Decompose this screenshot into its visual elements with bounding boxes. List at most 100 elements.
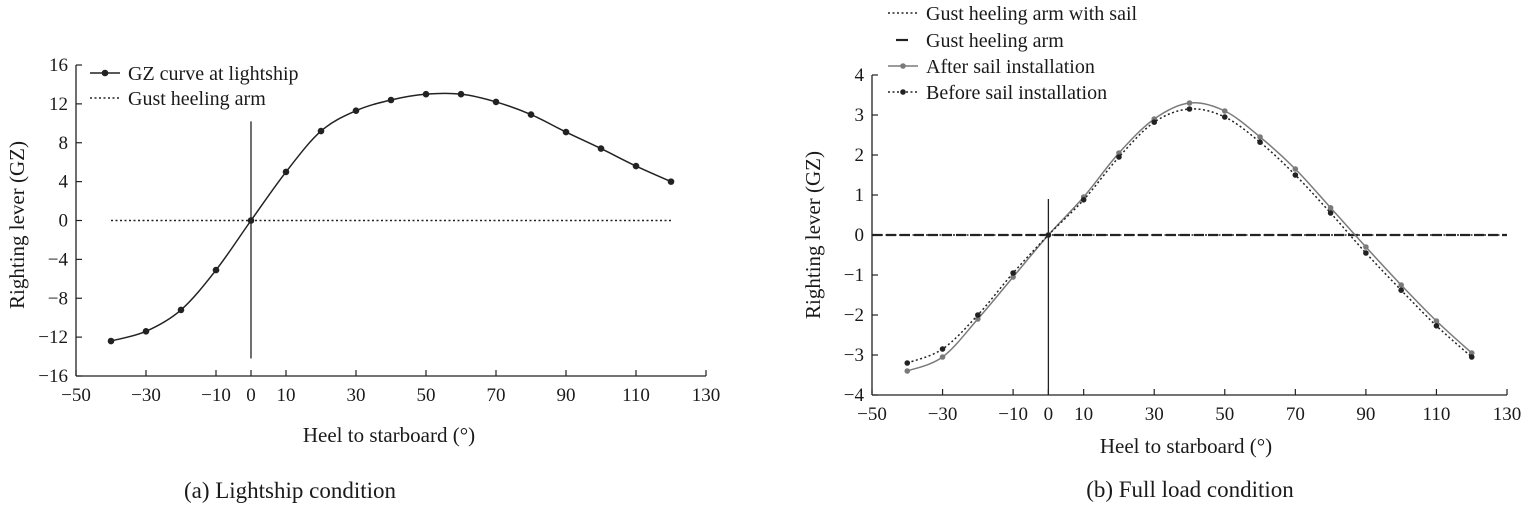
series-point — [1363, 250, 1369, 256]
y-axis-title: Righting lever (GZ) — [801, 151, 825, 319]
x-tick-label: 30 — [1145, 404, 1164, 425]
y-tick-label: 4 — [59, 172, 69, 193]
x-tick-label: 0 — [1044, 404, 1054, 425]
x-tick-label: 110 — [1423, 404, 1451, 425]
x-tick-label: 10 — [277, 385, 296, 406]
series-point — [904, 368, 911, 374]
x-tick-label: −30 — [928, 404, 958, 425]
series-point — [1433, 318, 1440, 324]
x-tick-label: −30 — [131, 385, 161, 406]
series-line — [110, 92, 672, 342]
series-point — [352, 107, 360, 114]
series-point — [1327, 205, 1334, 211]
y-tick-label: −4 — [844, 385, 865, 406]
legend-swatch-marker — [900, 89, 906, 95]
y-tick-label: −8 — [48, 288, 68, 309]
series-point — [939, 346, 946, 352]
y-tick-label: 1 — [855, 185, 865, 206]
x-tick-label: −50 — [857, 404, 887, 425]
series-point — [177, 306, 185, 314]
y-tick-label: 12 — [49, 94, 68, 115]
series-point — [1045, 232, 1052, 238]
series-point — [1292, 166, 1299, 172]
legend-label: Gust heeling arm with sail — [926, 3, 1138, 25]
series-point — [632, 162, 640, 170]
series-point — [1010, 274, 1016, 280]
x-tick-label: 50 — [417, 385, 436, 406]
series-point — [387, 96, 395, 104]
figure-caption: (a) Lightship condition — [184, 478, 397, 503]
series-point — [1433, 323, 1440, 329]
series-point — [527, 111, 535, 118]
x-tick-label: 130 — [1493, 404, 1522, 425]
y-tick-label: 0 — [59, 211, 69, 232]
figure-caption: (b) Full load condition — [1086, 477, 1294, 502]
x-tick-label: −10 — [998, 404, 1028, 425]
x-tick-label: 10 — [1074, 404, 1093, 425]
series-point — [492, 98, 500, 106]
y-tick-label: −4 — [48, 249, 69, 270]
y-tick-label: 3 — [855, 105, 865, 126]
y-tick-label: 8 — [59, 133, 69, 154]
x-axis-title: Heel to starboard (°) — [303, 423, 475, 447]
y-tick-label: 2 — [855, 145, 865, 166]
y-tick-label: −16 — [38, 366, 68, 387]
series-point — [317, 127, 325, 135]
x-tick-label: 90 — [1356, 404, 1375, 425]
chart-full-load: −50 −30 −10 0 10 30 50 70 90 110 130−4−3−2−101234H… — [801, 3, 1521, 502]
series-point — [1010, 270, 1016, 276]
legend-swatch-marker — [101, 69, 109, 77]
series-point — [1398, 282, 1404, 288]
x-tick-label: 30 — [347, 385, 366, 406]
x-tick-label: 50 — [1215, 404, 1234, 425]
series-point — [107, 337, 115, 345]
legend-swatch-marker — [900, 63, 906, 69]
series-point — [667, 178, 675, 185]
series-point — [1468, 354, 1475, 360]
y-tick-label: −2 — [844, 305, 864, 326]
legend-label: After sail installation — [926, 56, 1095, 78]
series-line — [907, 101, 1473, 372]
legend-label: GZ curve at lightship — [128, 63, 299, 85]
series-point — [562, 128, 570, 136]
series-point — [975, 316, 981, 322]
legend-label: Before sail installation — [926, 82, 1107, 104]
y-axis-title: Righting lever (GZ) — [5, 141, 29, 309]
y-tick-label: 4 — [855, 65, 865, 86]
series-point — [1186, 106, 1193, 112]
x-tick-label: 0 — [246, 385, 256, 406]
series-point — [1116, 154, 1122, 160]
y-tick-label: −3 — [844, 345, 864, 366]
x-axis-title: Heel to starboard (°) — [1100, 434, 1272, 458]
chart-lightship: −50 −30 −10 0 10 30 50 70 90 110 130 −16 −12 −8 −4 0 4 8 1… — [5, 55, 720, 503]
series-point — [1221, 114, 1228, 120]
series-point — [1151, 119, 1158, 125]
series-point — [1186, 100, 1193, 106]
series-point — [142, 327, 150, 335]
legend-label: Gust heeling arm — [128, 88, 266, 110]
series-point — [975, 312, 981, 318]
series-point — [1468, 350, 1475, 356]
series-point — [1257, 134, 1263, 140]
x-tick-label: −50 — [61, 385, 91, 406]
x-tick-label: 70 — [487, 385, 506, 406]
x-tick-label: 110 — [622, 385, 650, 406]
series-point — [1080, 197, 1087, 203]
x-tick-label: −10 — [201, 385, 231, 406]
series-point — [1363, 244, 1369, 250]
series-point — [1292, 172, 1299, 178]
series-point — [597, 145, 605, 152]
legend-label: Gust heeling arm — [926, 30, 1064, 52]
x-tick-label: 70 — [1286, 404, 1305, 425]
series-point — [457, 90, 465, 98]
series-point — [1398, 287, 1404, 294]
y-tick-label: 0 — [855, 225, 865, 246]
series-point — [212, 266, 220, 274]
x-tick-label: 90 — [557, 385, 576, 406]
y-tick-label: −1 — [844, 265, 864, 286]
series-point — [1327, 210, 1334, 216]
series-point — [904, 360, 911, 366]
series-point — [1257, 139, 1263, 145]
x-tick-label: 130 — [692, 385, 721, 406]
